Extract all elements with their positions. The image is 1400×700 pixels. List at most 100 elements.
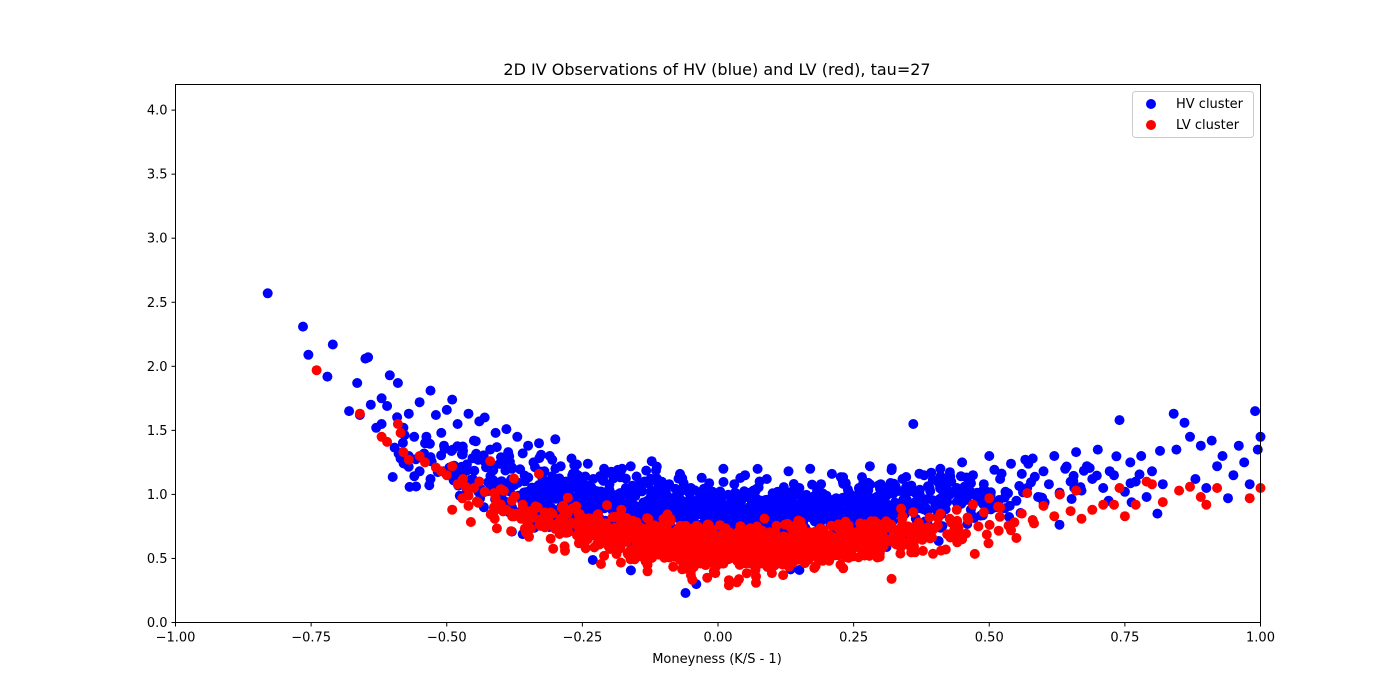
lv-point [951,504,962,515]
hv-point [404,481,415,492]
hv-point [756,495,767,506]
hv-point [389,442,400,453]
x-tick-label: −0.50 [427,631,467,646]
hv-point [414,397,425,408]
hv-point [805,463,816,474]
hv-point [1157,479,1168,490]
lv-point [904,536,915,547]
hv-point [1171,444,1182,455]
lv-point [593,509,604,520]
hv-point [946,476,957,487]
hv-point [843,488,854,499]
y-tick-label: 3.0 [147,232,168,247]
y-axis: 0.0 0.5 1.0 1.5 2.0 2.5 3.0 3.5 4.0 [147,104,176,631]
lv-point [794,534,805,545]
lv-point [615,557,626,568]
hv-point [382,401,393,411]
hv-point [490,427,501,438]
hv-point [566,453,577,464]
hv-point [864,461,875,472]
hv-point [1152,508,1163,519]
lv-point [957,534,968,545]
lv-point [741,568,752,579]
lv-point [599,527,610,538]
lv-point [795,516,806,527]
y-tick-label: 0.5 [147,552,168,567]
hv-point [707,486,718,497]
lv-point [702,548,713,559]
lv-point [1016,508,1027,519]
lv-point [1038,500,1049,511]
hv-point [501,424,512,435]
lv-point [821,547,832,557]
lv-point [525,523,536,534]
hv-point [1014,481,1025,491]
hv-point [436,450,447,461]
hv-point [761,474,772,484]
hv-point [957,457,968,468]
hv-point [585,498,596,509]
lv-point [548,543,559,554]
lv-point [835,559,846,570]
hv-point [506,463,517,474]
lv-point [875,530,886,541]
lv-point [395,427,406,438]
lv-point [550,524,561,534]
hv-point [826,468,837,479]
lv-point [983,538,994,549]
lv-point [741,529,752,540]
hv-point [1212,461,1223,472]
hv-point [819,506,830,517]
lv-point [523,515,534,525]
hv-point [1111,451,1122,462]
lv-point [812,550,823,561]
lv-point [704,520,714,531]
lv-point [891,539,902,550]
hv-point [1136,451,1147,461]
lv-point [1027,515,1038,525]
hv-point [940,489,951,500]
lv-point [642,526,653,537]
hv-point [691,495,702,506]
lv-point [864,534,875,545]
lv-point [517,499,528,510]
hv-point [626,495,637,506]
hv-point [1038,466,1049,477]
x-axis: −1.00 −0.75 −0.50 −0.25 0.00 0.25 0.50 0.75 1.00 [156,622,1275,646]
lv-point [574,509,585,519]
hv-point [1065,476,1076,487]
hv-point [821,490,832,501]
lv-point [629,554,640,565]
lv-point [869,516,880,527]
lv-point [479,486,490,497]
lv-point [458,474,468,484]
lv-point [664,552,675,563]
hv-point [978,479,989,490]
lv-point [799,552,810,563]
lv-point [1174,485,1185,496]
lv-point [599,550,610,561]
hv-point [651,461,662,472]
lv-point [740,549,751,560]
hv-point [1217,451,1228,461]
hv-point [734,492,745,502]
lv-point [562,492,573,503]
lv-point [854,538,864,549]
y-tick-label: 1.0 [147,488,168,503]
hv-point [1011,495,1022,506]
lv-point [734,559,745,570]
lv-point [908,507,919,518]
hv-point [1195,440,1206,451]
lv-point [607,512,618,523]
hv-point [555,461,566,472]
hv-point [740,470,751,481]
hv-point [549,484,560,495]
lv-point [878,541,889,552]
lv-point [881,516,892,527]
lv-point [948,532,959,543]
hv-point [984,451,995,461]
lv-point [651,524,662,535]
lv-point [826,535,837,546]
lv-point [919,527,930,538]
